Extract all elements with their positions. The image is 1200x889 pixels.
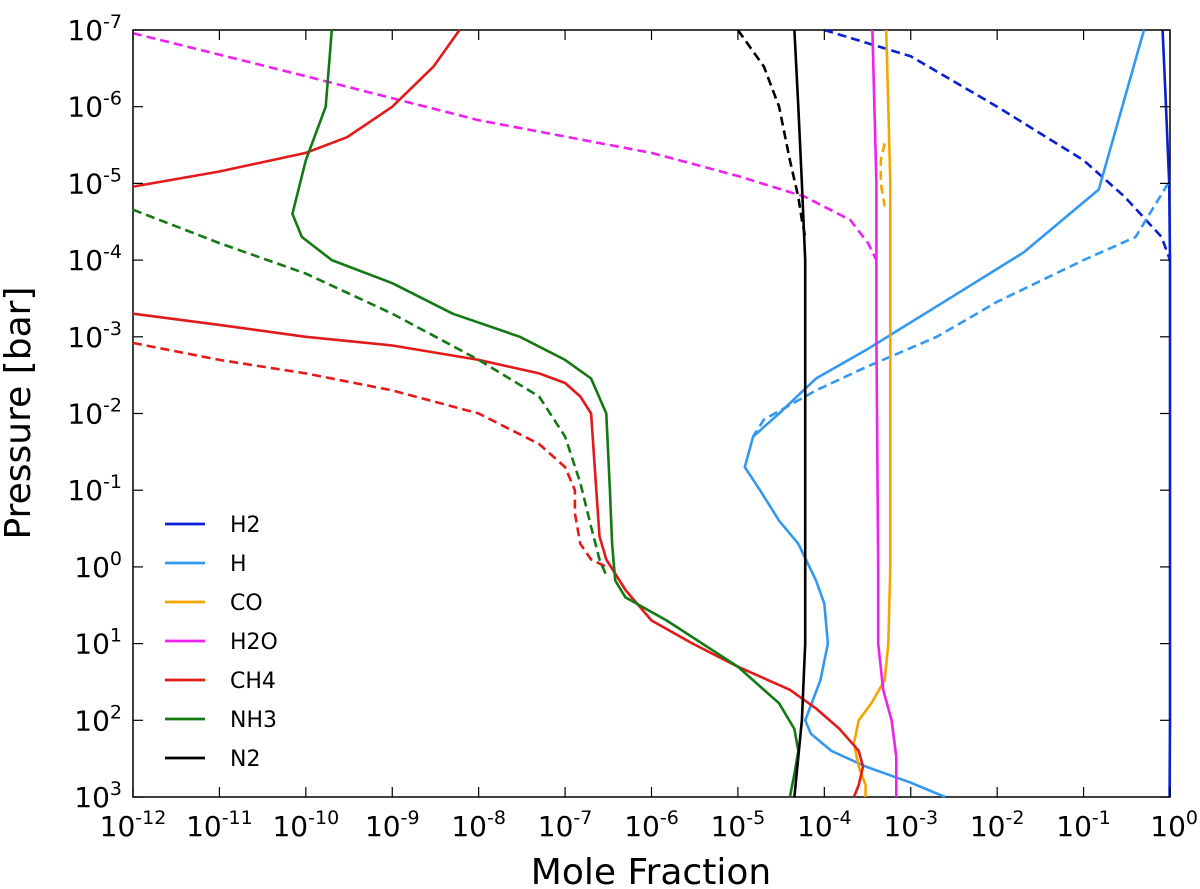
- x-tick-label: 10-4: [797, 807, 852, 843]
- plot-frame: [132, 29, 1171, 798]
- legend-label-co: CO: [230, 591, 263, 616]
- x-tick-label: 10-7: [538, 807, 593, 843]
- series-line-n2-solid-13: [793, 29, 807, 798]
- series-line-ch4-solid-9: [132, 312, 865, 798]
- series-line-n2-dashed-14: [736, 29, 807, 238]
- x-tick-label: 10-1: [1056, 807, 1111, 843]
- y-tick-label: 101: [74, 625, 122, 661]
- y-tick-label: 102: [74, 701, 122, 737]
- series-line-co-dashed-5: [879, 143, 886, 207]
- legend-label-nh3: NH3: [230, 708, 277, 733]
- series-line-nh3-solid-11: [291, 29, 800, 798]
- x-tick-label: 10-9: [365, 807, 420, 843]
- y-tick-label: 10-1: [67, 471, 122, 507]
- legend-label-h2o: H2O: [230, 630, 278, 655]
- y-tick-label: 10-4: [67, 241, 122, 277]
- legend-label-ch4: CH4: [230, 669, 276, 694]
- y-tick-label: 10-3: [67, 318, 122, 354]
- x-tick-label: 10-5: [711, 807, 766, 843]
- series-line-h-solid-2: [743, 29, 1146, 799]
- series-line-nh3-dashed-12: [132, 208, 608, 577]
- y-tick-label: 10-7: [67, 11, 122, 47]
- series-line-ch4-dashed-10: [132, 341, 607, 569]
- y-axis-label: Pressure [bar]: [0, 287, 39, 540]
- x-tick-label: 100: [1150, 807, 1198, 843]
- y-tick-label: 10-2: [67, 395, 122, 431]
- legend-label-h: H: [230, 552, 247, 577]
- x-axis-label: Mole Fraction: [531, 852, 771, 889]
- series-line-ch4-solid-8: [132, 29, 461, 188]
- series-line-h2o-dashed-7: [132, 31, 878, 261]
- series-line-co-solid-4: [852, 29, 892, 797]
- x-axis-ticks: 10-12 10-11 10-10 10-9 10-8 10-7 10-6 10-5 10-4 1…: [100, 30, 1198, 843]
- x-tick-label: 10-10: [272, 807, 339, 843]
- x-tick-label: 10-2: [970, 807, 1025, 843]
- x-tick-label: 10-8: [451, 807, 506, 843]
- legend-label-h2: H2: [230, 513, 261, 538]
- x-tick-label: 10-6: [624, 807, 679, 843]
- series-line-h-dashed-3: [752, 182, 1170, 438]
- legend-label-n2: N2: [230, 747, 260, 772]
- y-tick-label: 103: [74, 778, 122, 814]
- series-line-h2-dashed-1: [823, 28, 1172, 261]
- y-tick-label: 100: [74, 548, 122, 584]
- x-tick-label: 10-11: [186, 807, 253, 843]
- series-line-h2o-solid-6: [871, 29, 898, 797]
- legend: H2 H CO H2O CH4 NH3 N2: [165, 513, 278, 772]
- y-axis-ticks: 10-7 10-6 10-5 10-4 10-3 10-2 10-1 100 101 102 103: [67, 11, 1170, 814]
- series-layer: [132, 28, 1172, 799]
- y-tick-label: 10-5: [67, 164, 122, 200]
- y-tick-label: 10-6: [67, 88, 122, 124]
- x-tick-label: 10-12: [100, 807, 167, 843]
- x-tick-label: 10-3: [883, 807, 938, 843]
